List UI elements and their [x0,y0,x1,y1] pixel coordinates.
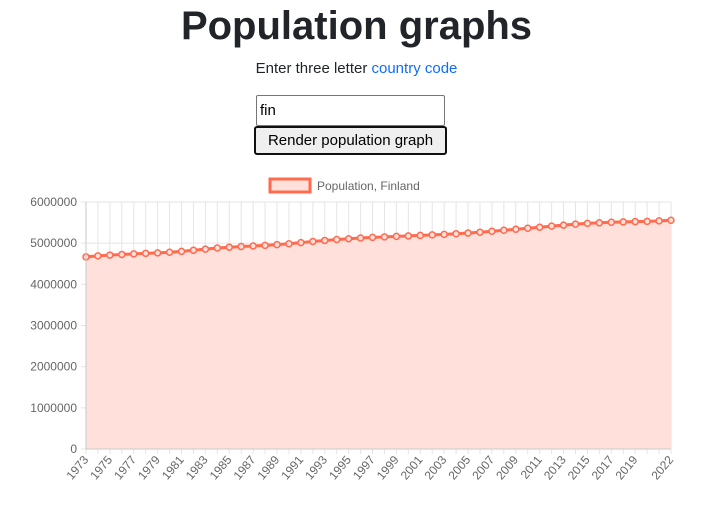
x-tick-label: 1985 [207,453,235,483]
data-point [309,237,317,246]
data-point [452,230,460,238]
y-tick-label: 4000000 [30,277,77,291]
data-point [631,217,639,226]
x-tick-label: 1997 [350,453,378,483]
data-point [118,250,126,259]
data-point [392,232,401,241]
data-point [189,246,198,255]
y-tick-label: 3000000 [30,319,77,333]
data-point [428,231,436,239]
x-tick-label: 2005 [445,453,473,483]
data-point [332,235,341,244]
data-point [607,218,616,227]
x-tick-label: 1995 [326,453,354,483]
data-point [141,249,150,258]
data-point [416,231,425,240]
x-tick-label: 2019 [613,453,641,483]
y-tick-label: 0 [70,442,77,456]
data-point [404,232,413,240]
x-tick-label: 2003 [422,453,450,483]
data-point [595,219,604,227]
x-tick-label: 1981 [159,453,187,483]
data-point [344,234,353,243]
data-point [297,238,305,247]
chart-series [82,216,675,261]
data-point [488,227,496,236]
x-tick-label: 2007 [469,453,497,483]
data-point [165,248,174,256]
data-point [464,229,472,237]
y-tick-label: 1000000 [30,401,77,415]
data-point [440,230,448,239]
data-point [535,223,544,231]
data-point [153,249,162,257]
x-tick-label: 2009 [493,453,521,483]
data-point [177,247,186,256]
x-tick-label: 1989 [254,453,282,483]
legend-swatch [268,177,312,194]
x-tick-label: 2001 [398,453,426,483]
x-tick-label: 1991 [278,453,306,483]
data-point [273,240,281,249]
data-point [512,225,520,233]
data-point [500,226,508,235]
y-tick-label: 2000000 [30,360,77,374]
instructions-text: Enter three letter [255,60,372,77]
data-point [547,222,556,230]
x-tick-label: 2013 [541,453,569,483]
x-tick-label: 2017 [589,453,617,483]
data-point [667,216,675,225]
country-code-input[interactable] [256,95,445,126]
chart-legend: Population, Finland [268,177,420,194]
data-point [380,233,389,241]
render-graph-button[interactable]: Render population graph [254,126,447,155]
data-point [583,219,592,228]
y-tick-label: 6000000 [30,195,77,209]
data-point [201,245,210,253]
data-point [619,218,627,226]
data-point [321,236,329,245]
x-tick-label: 1973 [63,453,91,483]
page-title: Population graphs [180,4,533,48]
data-point [655,217,663,225]
data-point [213,244,222,252]
x-tick-label: 2015 [565,453,593,483]
data-point [368,233,377,242]
data-point [559,221,568,229]
y-tick-label: 5000000 [30,236,77,250]
data-point [237,242,245,251]
data-point [356,234,365,242]
x-tick-label: 1999 [374,453,402,483]
instructions: Enter three letter country code [0,59,713,79]
data-point [106,251,114,259]
chart-area-fill [86,220,671,449]
population-chart: 0 1000000 2000000 3000000 4000000 5000000 6000… [30,177,677,483]
data-point [130,250,138,258]
country-code-link[interactable]: country code [371,60,458,77]
x-tick-label: 2022 [648,453,676,483]
data-point [476,228,484,236]
x-tick-label: 1993 [302,453,330,483]
x-tick-label: 1983 [183,453,211,483]
data-point [94,252,102,260]
x-tick-label: 2011 [518,453,546,482]
legend-label: Population, Finland [317,179,420,193]
population-area [86,220,671,449]
data-point [285,239,293,248]
data-point [571,220,580,228]
data-point [523,224,532,232]
data-point [643,217,651,226]
x-tick-label: 1987 [231,453,259,483]
x-tick-label: 1979 [135,453,163,483]
x-tick-label: 1977 [111,453,139,483]
data-point [261,241,269,250]
data-point [249,242,257,250]
data-point [225,243,234,251]
x-tick-label: 1975 [87,453,115,483]
